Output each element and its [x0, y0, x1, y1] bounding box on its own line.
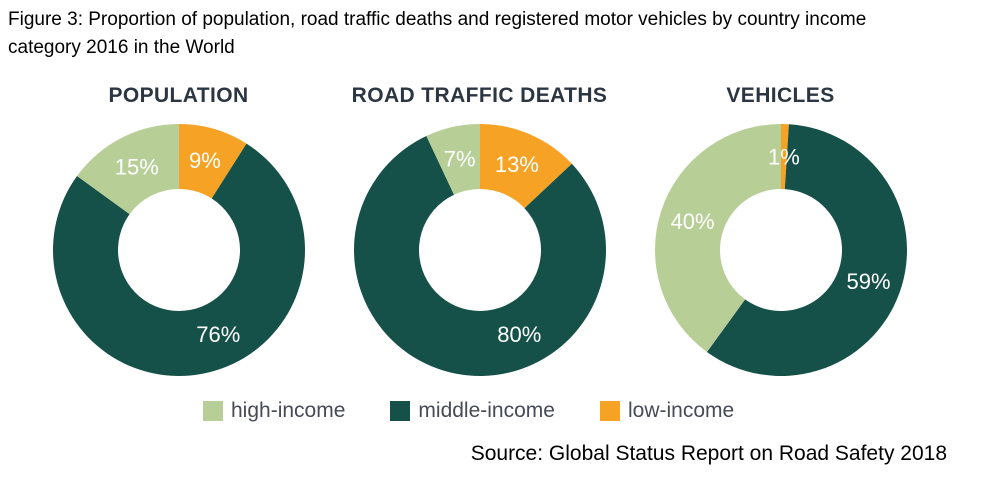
legend-item-middle-income: middle-income	[390, 399, 555, 423]
figure-caption-line2: category 2016 in the World	[8, 37, 235, 58]
chart-title-population: POPULATION	[108, 84, 249, 107]
legend-label-low-income: low-income	[627, 399, 735, 422]
legend-item-high-income: high-income	[203, 399, 345, 423]
legend-swatch-high-income	[203, 401, 223, 421]
legend-label-high-income: high-income	[231, 399, 346, 422]
slice-middle-income	[353, 135, 606, 376]
slice-high-income	[425, 124, 480, 195]
slice-low-income	[178, 124, 247, 199]
slice-label-middle-income: 80%	[497, 322, 541, 347]
donut-population: 9% 76% 15%	[52, 123, 305, 376]
legend-label-middle-income: middle-income	[418, 399, 555, 422]
slice-label-low-income: 9%	[189, 148, 221, 173]
chart-vehicles: VEHICLES 1% 59% 40%	[630, 84, 931, 377]
donut-chart-svg: 13% 80% 7%	[353, 124, 606, 376]
charts-row: POPULATION 9% 76% 15% ROAD TRAFFIC DEATHS …	[28, 84, 931, 377]
chart-population: POPULATION 9% 76% 15%	[28, 84, 329, 376]
slice-middle-income	[52, 143, 305, 376]
chart-road-traffic-deaths: ROAD TRAFFIC DEATHS 13% 80% 7%	[329, 84, 630, 376]
legend-swatch-middle-income	[390, 401, 411, 421]
slice-label-middle-income: 76%	[196, 322, 240, 347]
figure-caption: Figure 3: Proportion of population, road…	[8, 6, 866, 62]
donut-chart-svg: 9% 76% 15%	[52, 123, 305, 376]
chart-title-vehicles: VEHICLES	[726, 84, 835, 107]
slice-low-income	[780, 124, 789, 190]
slice-label-high-income: 15%	[114, 155, 158, 180]
legend-item-low-income: low-income	[599, 399, 735, 423]
legend-swatch-low-income	[599, 401, 620, 421]
slice-label-middle-income: 59%	[846, 269, 890, 294]
slice-middle-income	[706, 124, 907, 377]
slice-high-income	[76, 123, 179, 215]
figure-caption-line1: Figure 3: Proportion of population, road…	[8, 9, 867, 30]
donut-vehicles: 1% 59% 40%	[654, 124, 907, 377]
chart-title-road-traffic-deaths: ROAD TRAFFIC DEATHS	[351, 84, 608, 107]
donut-road-traffic-deaths: 13% 80% 7%	[353, 124, 606, 376]
slice-high-income	[654, 124, 781, 352]
source-text: Source: Global Status Report on Road Saf…	[470, 442, 947, 465]
slice-low-income	[479, 124, 572, 209]
legend: high-income middle-income low-income	[203, 399, 734, 423]
slice-label-high-income: 40%	[670, 209, 714, 234]
slice-label-high-income: 7%	[443, 147, 475, 172]
slice-label-low-income: 1%	[768, 145, 800, 170]
donut-chart-svg: 1% 59% 40%	[654, 124, 907, 377]
slice-label-low-income: 13%	[494, 152, 538, 177]
